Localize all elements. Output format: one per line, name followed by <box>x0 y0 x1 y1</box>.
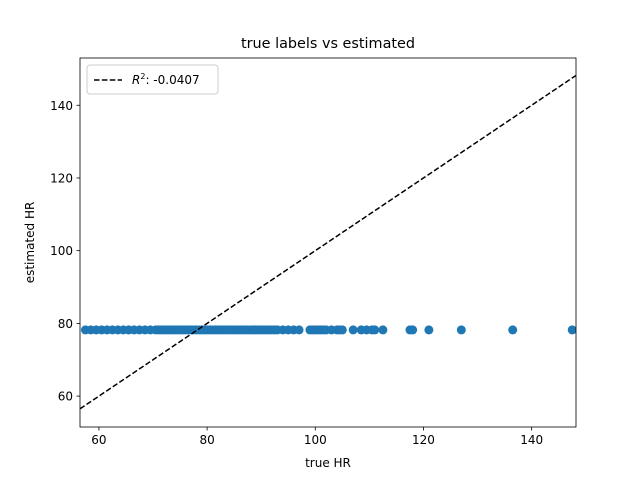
y-tick-label: 120 <box>50 171 73 185</box>
diagonal-line <box>80 74 576 410</box>
x-axis-ticks: 60 80 100 120 140 <box>91 427 543 447</box>
y-tick-label: 100 <box>50 244 73 258</box>
legend: R2: -0.0407 <box>86 64 219 95</box>
scatter-point <box>294 325 304 335</box>
x-tick-label: 140 <box>520 433 543 447</box>
y-axis-label: estimated HR <box>23 202 37 284</box>
x-tick-label: 80 <box>199 433 214 447</box>
plot-frame <box>79 57 577 428</box>
scatter-point <box>370 325 380 335</box>
scatter-point <box>456 325 466 335</box>
diagonal-dashed-line <box>80 74 576 410</box>
scatter-point <box>424 325 434 335</box>
scatter-point <box>567 325 576 335</box>
plot-area <box>80 58 576 427</box>
scatter-point <box>337 325 347 335</box>
scatter-point <box>508 325 518 335</box>
y-axis-ticks: 60 80 100 120 140 <box>50 99 80 404</box>
y-tick-label: 60 <box>58 390 73 404</box>
chart-title: true labels vs estimated <box>241 36 415 52</box>
scatter-point <box>408 325 418 335</box>
x-axis-label: true HR <box>305 456 351 470</box>
x-tick-label: 120 <box>412 433 435 447</box>
x-tick-label: 100 <box>304 433 327 447</box>
scatter-point <box>348 325 358 335</box>
legend-box <box>86 64 219 95</box>
legend-label: R2: -0.0407 <box>132 72 200 87</box>
x-tick-label: 60 <box>91 433 106 447</box>
y-tick-label: 140 <box>50 99 73 113</box>
scatter-points <box>80 325 576 335</box>
scatter-point <box>378 325 388 335</box>
y-tick-label: 80 <box>58 317 73 331</box>
